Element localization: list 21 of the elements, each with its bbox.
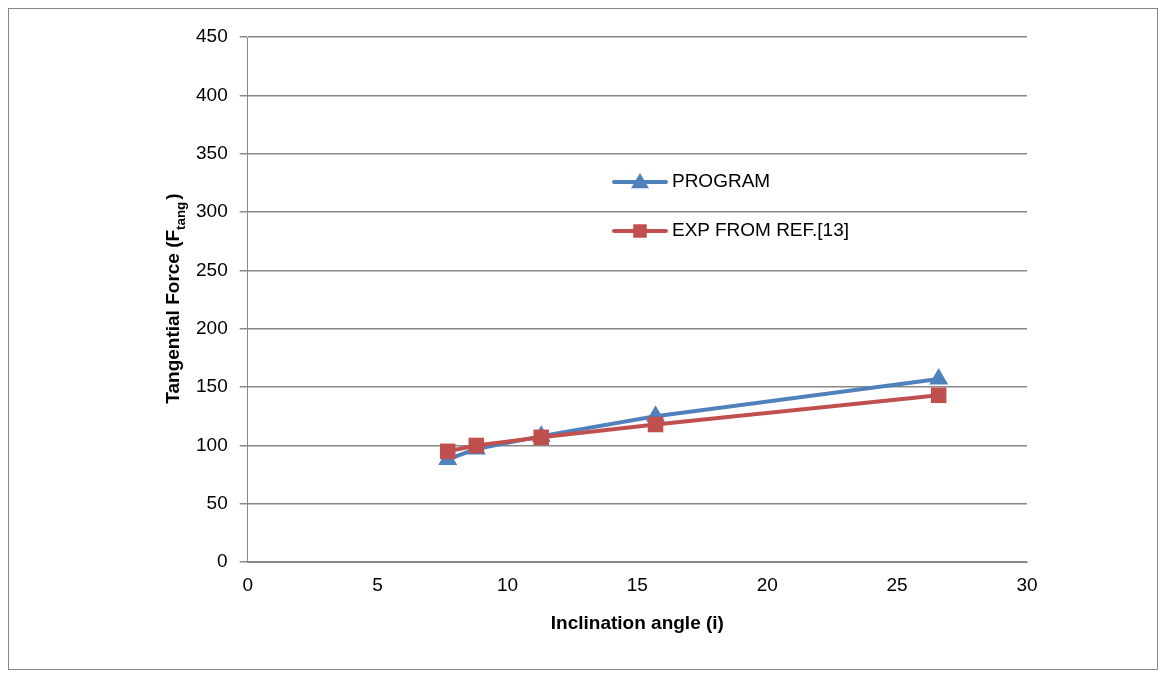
- y-tick-label: 150: [196, 375, 228, 397]
- x-tick-label: 5: [372, 573, 383, 595]
- y-tick-label: 350: [196, 141, 228, 163]
- x-tick-label: 20: [756, 573, 778, 595]
- x-tick-label: 15: [626, 573, 648, 595]
- x-tick-label: 30: [1016, 573, 1038, 595]
- x-tick-label: 10: [496, 573, 519, 595]
- legend-label: EXP FROM REF.[13]: [671, 219, 849, 241]
- y-tick-label: 50: [206, 492, 228, 514]
- y-tick-label: 200: [196, 317, 228, 339]
- x-tick-label: 0: [242, 573, 253, 595]
- y-tick-label: 250: [196, 258, 228, 280]
- y-tick-label: 0: [217, 550, 228, 572]
- x-tick-label: 25: [886, 573, 908, 595]
- legend-label: PROGRAM: [671, 170, 771, 192]
- y-tick-label: 100: [196, 433, 228, 455]
- y-tick-label: 400: [196, 83, 228, 105]
- x-axis-title: Inclination angle (i): [550, 612, 724, 634]
- y-tick-label: 450: [196, 25, 228, 47]
- y-axis-title: Tangential Force (Ftang): [162, 193, 189, 404]
- y-tick-label: 300: [196, 200, 228, 222]
